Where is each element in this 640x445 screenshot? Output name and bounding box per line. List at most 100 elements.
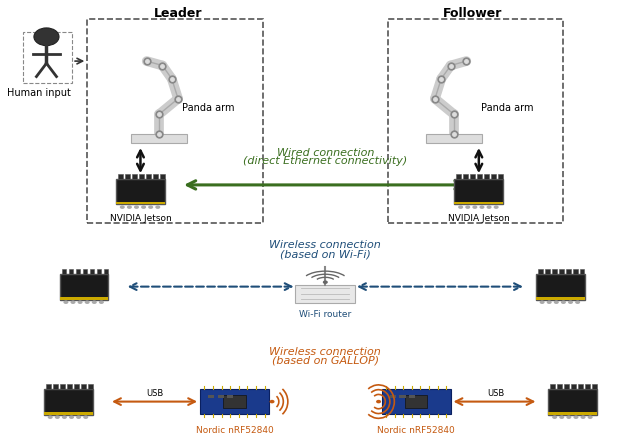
Circle shape: [561, 300, 566, 304]
Circle shape: [458, 205, 463, 209]
Text: Nordic nRF52840: Nordic nRF52840: [196, 426, 273, 435]
Bar: [97, 269, 101, 274]
Text: NVIDIA Jetson: NVIDIA Jetson: [109, 214, 172, 222]
Bar: [426, 134, 482, 143]
Text: NVIDIA Jetson: NVIDIA Jetson: [448, 214, 509, 222]
Bar: [388, 19, 563, 222]
Bar: [454, 202, 503, 205]
Circle shape: [127, 205, 132, 209]
Bar: [564, 384, 569, 388]
Bar: [83, 269, 87, 274]
Circle shape: [559, 416, 564, 419]
Bar: [200, 389, 269, 414]
Circle shape: [48, 416, 52, 419]
Bar: [132, 174, 137, 178]
Circle shape: [493, 205, 499, 209]
Circle shape: [573, 416, 579, 419]
Bar: [60, 274, 109, 299]
Bar: [44, 413, 93, 415]
Circle shape: [547, 300, 552, 304]
Bar: [390, 395, 396, 398]
Circle shape: [76, 416, 81, 419]
Bar: [295, 285, 355, 303]
Bar: [53, 384, 58, 388]
Bar: [60, 384, 65, 388]
Bar: [74, 384, 79, 388]
Bar: [146, 174, 150, 178]
Bar: [454, 178, 503, 205]
Text: Nordic nRF52840: Nordic nRF52840: [378, 426, 455, 435]
Text: Panda arm: Panda arm: [182, 103, 235, 113]
Circle shape: [77, 300, 83, 304]
Circle shape: [148, 205, 153, 209]
Circle shape: [575, 300, 580, 304]
Bar: [557, 384, 562, 388]
Bar: [572, 384, 576, 388]
Text: (based on GALLOP): (based on GALLOP): [272, 356, 379, 365]
Circle shape: [588, 416, 593, 419]
Circle shape: [568, 300, 573, 304]
Bar: [116, 202, 165, 205]
Bar: [160, 174, 164, 178]
Bar: [399, 395, 406, 398]
Bar: [552, 269, 557, 274]
Circle shape: [554, 300, 559, 304]
Bar: [381, 389, 451, 414]
Circle shape: [472, 205, 477, 209]
Bar: [593, 384, 597, 388]
Bar: [548, 413, 597, 415]
Circle shape: [566, 416, 572, 419]
Text: (direct Ethernet connectivity): (direct Ethernet connectivity): [243, 157, 408, 166]
Circle shape: [34, 28, 59, 45]
Circle shape: [141, 205, 146, 209]
Circle shape: [269, 400, 275, 403]
Circle shape: [63, 300, 68, 304]
Circle shape: [83, 416, 88, 419]
Bar: [536, 298, 585, 299]
Circle shape: [120, 205, 125, 209]
Text: USB: USB: [487, 389, 504, 398]
Bar: [538, 269, 543, 274]
Circle shape: [156, 205, 160, 209]
Bar: [125, 174, 130, 178]
Bar: [548, 388, 597, 415]
Bar: [470, 174, 475, 178]
Circle shape: [552, 416, 557, 419]
Circle shape: [486, 205, 492, 209]
Circle shape: [580, 416, 586, 419]
Bar: [409, 395, 415, 398]
Text: Human input: Human input: [7, 88, 71, 98]
Bar: [456, 174, 461, 178]
Circle shape: [540, 300, 545, 304]
Bar: [536, 274, 585, 299]
Circle shape: [84, 300, 90, 304]
Bar: [87, 19, 262, 222]
Bar: [545, 269, 550, 274]
Circle shape: [479, 205, 484, 209]
Bar: [484, 174, 489, 178]
Bar: [405, 396, 428, 408]
Circle shape: [99, 300, 104, 304]
Circle shape: [70, 300, 76, 304]
Bar: [153, 174, 157, 178]
Bar: [227, 395, 233, 398]
Bar: [492, 174, 496, 178]
Bar: [116, 178, 165, 205]
Text: Wi-Fi router: Wi-Fi router: [299, 310, 351, 319]
Bar: [499, 174, 503, 178]
Bar: [208, 395, 214, 398]
Bar: [67, 384, 72, 388]
Circle shape: [92, 300, 97, 304]
Bar: [131, 134, 188, 143]
Bar: [46, 384, 51, 388]
Text: Panda arm: Panda arm: [481, 103, 533, 113]
Text: USB: USB: [147, 389, 163, 398]
Text: Wireless connection: Wireless connection: [269, 347, 381, 356]
Text: Wireless connection: Wireless connection: [269, 240, 381, 251]
Bar: [580, 269, 584, 274]
Bar: [60, 298, 109, 299]
Bar: [118, 174, 123, 178]
Bar: [586, 384, 590, 388]
Bar: [579, 384, 583, 388]
Bar: [90, 269, 94, 274]
